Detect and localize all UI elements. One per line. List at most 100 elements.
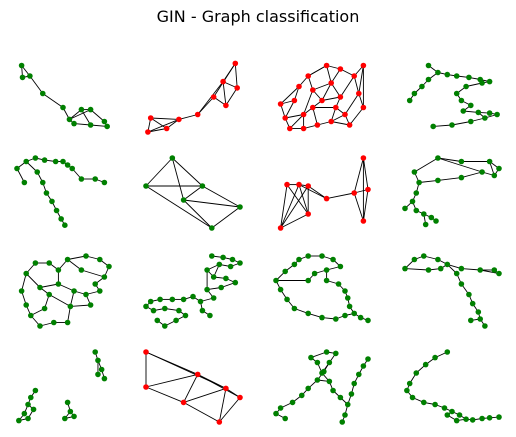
- graph-node: [323, 277, 330, 284]
- graph-edge: [90, 109, 105, 122]
- graph-edge: [285, 114, 304, 119]
- graph-node: [486, 415, 493, 421]
- graph-node: [425, 76, 432, 83]
- graph-node: [328, 118, 335, 125]
- graph-node: [305, 277, 312, 284]
- graph-node: [432, 354, 438, 361]
- graph-panel-2: [145, 60, 240, 135]
- graph-node: [282, 268, 289, 275]
- graph-node: [496, 270, 502, 277]
- graph-panel-15: [273, 349, 371, 425]
- graph-edge: [280, 86, 300, 105]
- graph-edge: [284, 100, 295, 119]
- graph-node: [37, 323, 43, 329]
- graph-node: [468, 118, 474, 125]
- graph-node: [444, 71, 451, 78]
- graph-node: [365, 186, 371, 193]
- graph-node: [305, 385, 312, 392]
- graph-node: [27, 73, 33, 79]
- graph-node: [486, 78, 493, 85]
- graph-node: [273, 410, 279, 417]
- graph-edge: [29, 75, 44, 94]
- graph-node: [223, 102, 229, 109]
- graph-edge: [280, 184, 288, 229]
- graph-node: [344, 295, 351, 301]
- graph-node: [413, 370, 420, 376]
- graph-node: [78, 176, 85, 182]
- graph-edge: [298, 184, 327, 200]
- graph-node: [209, 253, 215, 259]
- graph-node: [98, 366, 105, 373]
- graph-node: [449, 122, 455, 128]
- graph-node: [348, 391, 355, 397]
- graph-edge: [222, 81, 227, 106]
- graph-edge: [358, 65, 364, 94]
- graph-edge: [178, 114, 198, 120]
- graph-node: [357, 314, 364, 321]
- graph-node: [210, 295, 217, 301]
- graph-edge: [307, 185, 327, 199]
- graph-node: [97, 256, 103, 263]
- graph-panel-13: [16, 349, 108, 424]
- graph-node: [66, 116, 73, 123]
- graph-edge: [81, 109, 91, 126]
- graph-node: [458, 281, 465, 287]
- graph-node: [314, 122, 321, 128]
- graph-node: [430, 123, 437, 130]
- graph-node: [360, 155, 367, 161]
- graph-edge: [437, 177, 462, 181]
- graph-node: [83, 253, 89, 259]
- graph-node: [101, 118, 108, 125]
- graph-node: [14, 165, 20, 172]
- graph-node: [87, 106, 94, 113]
- graph-node: [41, 157, 48, 163]
- graph-node: [411, 90, 418, 97]
- graph-node: [458, 158, 465, 165]
- graph-node: [62, 415, 68, 422]
- graph-edge: [353, 157, 364, 194]
- graph-node: [46, 260, 52, 266]
- graph-node: [147, 115, 154, 121]
- graph-node: [58, 216, 64, 222]
- graph-edge: [42, 93, 64, 108]
- graph-node: [25, 415, 31, 422]
- graph-edge: [145, 386, 184, 403]
- graph-edge: [197, 374, 241, 398]
- graph-node: [92, 176, 98, 182]
- graph-node: [460, 108, 467, 114]
- graph-node: [277, 286, 284, 293]
- graph-edge: [183, 185, 203, 201]
- graph-edge: [362, 157, 369, 190]
- graph-node: [223, 385, 229, 392]
- graph-edge: [147, 128, 167, 133]
- graph-edge: [48, 294, 71, 307]
- graph-node: [237, 394, 243, 401]
- graph-edge: [286, 184, 309, 215]
- graph-node: [421, 253, 427, 259]
- graph-node: [92, 281, 98, 287]
- graph-node: [311, 270, 318, 277]
- graph-node: [449, 408, 455, 415]
- graph-node: [466, 74, 472, 81]
- graph-node: [333, 316, 339, 322]
- graph-node: [300, 125, 307, 132]
- graph-node: [87, 122, 94, 128]
- graph-edge: [321, 82, 332, 101]
- graph-node: [21, 179, 28, 186]
- graph-edge: [225, 87, 238, 106]
- graph-node: [143, 183, 149, 189]
- graph-edge: [289, 114, 304, 129]
- graph-panel-5: [14, 155, 108, 228]
- graph-node: [433, 218, 439, 224]
- graph-panel-8: [402, 155, 502, 228]
- graph-node: [411, 256, 418, 263]
- graph-node: [310, 104, 316, 111]
- figure-title: GIN - Graph classification: [156, 7, 360, 26]
- graph-edge: [183, 387, 227, 403]
- graph-node: [210, 94, 217, 100]
- graph-node: [277, 101, 284, 107]
- graph-node: [25, 401, 31, 408]
- graph-node: [323, 267, 330, 273]
- graph-edge: [326, 65, 332, 84]
- graph-node: [296, 181, 302, 188]
